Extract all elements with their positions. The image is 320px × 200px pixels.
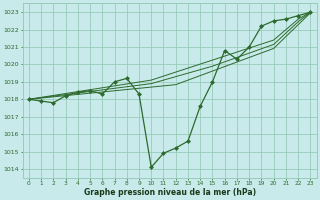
X-axis label: Graphe pression niveau de la mer (hPa): Graphe pression niveau de la mer (hPa) (84, 188, 256, 197)
